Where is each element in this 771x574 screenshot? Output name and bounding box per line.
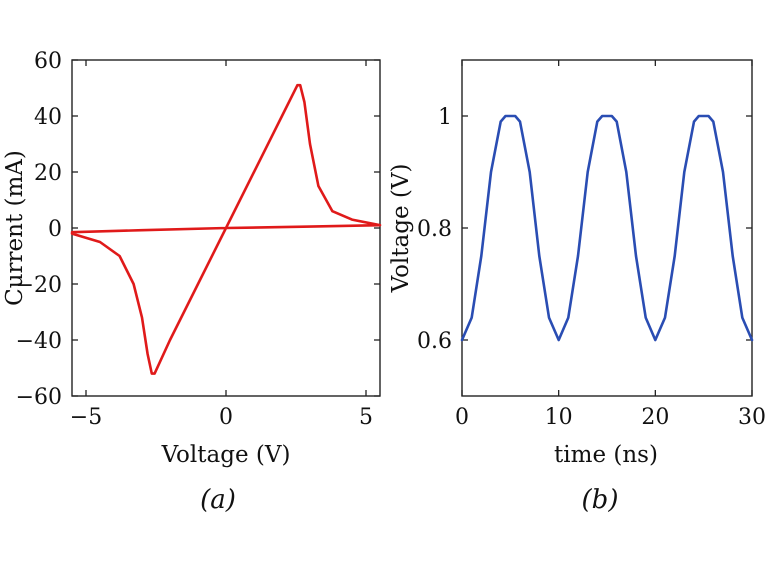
- y-tick-label: −60: [16, 385, 62, 410]
- panel-b-caption: (b): [582, 485, 619, 515]
- y-tick-label: 40: [34, 105, 62, 130]
- panel-a-y-axis-label: Current (mA): [2, 150, 28, 306]
- panel-a-x-axis-label: Voltage (V): [161, 442, 291, 468]
- x-tick-label: 0: [455, 405, 469, 430]
- panel-a-y-ticks: 60 40 20 0 −20 −40 −60: [16, 49, 380, 410]
- panel-b-axes-frame: [461, 59, 753, 397]
- x-tick-label: 5: [359, 405, 373, 430]
- y-tick-label: −20: [16, 273, 62, 298]
- y-tick-label: 0: [48, 217, 62, 242]
- x-tick-label: −5: [70, 405, 102, 430]
- panel-a-x-ticks: −5 0 5: [70, 60, 373, 430]
- panel-a: −5 0 5 60 40 20 0 −20 −40 −60 Voltage (V) Curren…: [2, 49, 382, 515]
- y-tick-label: 20: [34, 161, 62, 186]
- panel-a-series-line: [70, 83, 382, 375]
- panel-b-x-ticks: 0 10 20 30: [455, 60, 766, 430]
- y-tick-label: 0.6: [417, 329, 452, 354]
- panel-b: 0 10 20 30 1 0.8 0.6 time (ns) Voltage (V) (b…: [388, 59, 766, 515]
- y-tick-label: 1: [438, 105, 452, 130]
- x-tick-label: 0: [219, 405, 233, 430]
- panel-a-caption: (a): [200, 485, 236, 515]
- panel-b-y-axis-label: Voltage (V): [388, 164, 414, 294]
- panel-b-y-ticks: 1 0.8 0.6: [417, 105, 752, 354]
- x-tick-label: 20: [641, 405, 669, 430]
- x-tick-label: 30: [738, 405, 766, 430]
- y-tick-label: 0.8: [417, 217, 452, 242]
- y-tick-label: −40: [16, 329, 62, 354]
- panel-b-x-axis-label: time (ns): [554, 442, 658, 468]
- y-tick-label: 60: [34, 49, 62, 74]
- x-tick-label: 10: [545, 405, 573, 430]
- panel-b-series-line: [460, 114, 754, 342]
